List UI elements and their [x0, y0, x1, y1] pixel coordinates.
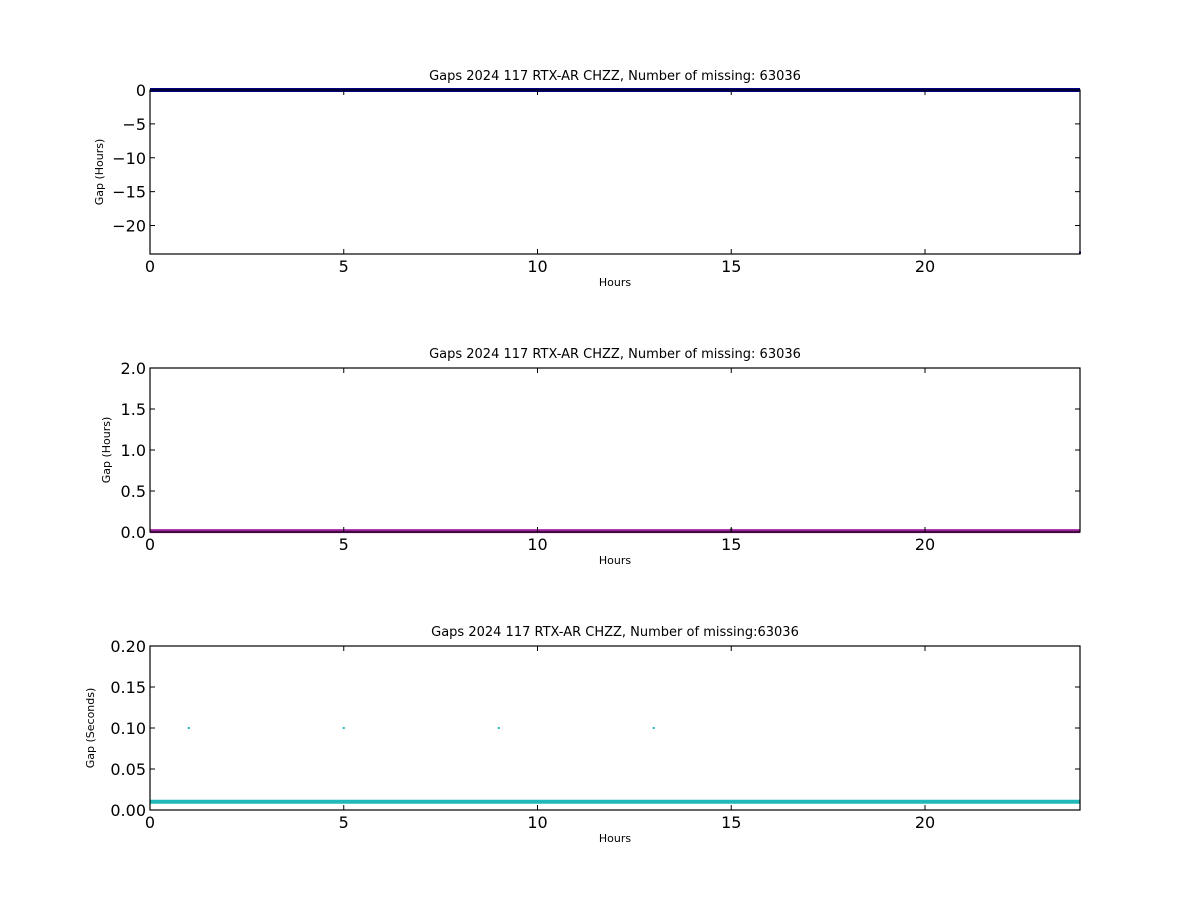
x-tick-label: 10 [527, 535, 547, 554]
panel-3: Gaps 2024 117 RTX-AR CHZZ, Number of mis… [84, 625, 1081, 845]
x-tick-label: 5 [339, 257, 349, 276]
panel-1-xlabel: Hours [599, 276, 631, 289]
plot-frame [149, 89, 1081, 255]
series-1-point [342, 727, 345, 729]
x-tick-label: 20 [915, 535, 935, 554]
y-tick-label: −15 [112, 183, 146, 202]
x-tick-label: 0 [145, 535, 155, 554]
y-tick-label: −10 [112, 149, 146, 168]
y-tick-label: −20 [112, 217, 146, 236]
y-tick-label: 0.5 [121, 482, 146, 501]
y-tick-label: 0.10 [110, 719, 146, 738]
panel-3-title: Gaps 2024 117 RTX-AR CHZZ, Number of mis… [431, 625, 799, 640]
x-tick-label: 5 [339, 813, 349, 832]
series-1-point [652, 727, 655, 729]
y-tick-label: 0.20 [110, 637, 146, 656]
y-tick-label: 0.15 [110, 678, 146, 697]
panel-3-ylabel: Gap (Seconds) [84, 688, 97, 769]
y-tick-label: 0.0 [121, 523, 146, 542]
panel-2-plot: 0 5 10 15 20 0.0 0.5 1.0 1.5 2.0 [121, 359, 1081, 554]
y-tick-label: 0.00 [110, 801, 146, 820]
panel-1-plot: 0 5 10 15 20 0 −5 −10 −15 −20 [112, 81, 1081, 276]
y-tick-label: 0 [136, 81, 146, 100]
x-tick-label: 0 [145, 257, 155, 276]
panel-3-xlabel: Hours [599, 832, 631, 845]
panel-1: Gaps 2024 117 RTX-AR CHZZ, Number of mis… [93, 69, 1081, 289]
x-tick-label: 0 [145, 813, 155, 832]
y-tick-label: −5 [122, 115, 146, 134]
y-tick-label: 1.0 [121, 441, 146, 460]
x-tick-label: 15 [721, 535, 741, 554]
panel-1-title: Gaps 2024 117 RTX-AR CHZZ, Number of mis… [429, 69, 801, 84]
panel-1-ylabel: Gap (Hours) [93, 139, 106, 206]
y-tick-label: 1.5 [121, 400, 146, 419]
panel-2-ylabel: Gap (Hours) [100, 417, 113, 484]
panel-2-xlabel: Hours [599, 554, 631, 567]
panel-2-title: Gaps 2024 117 RTX-AR CHZZ, Number of mis… [429, 347, 801, 362]
x-tick-label: 20 [915, 257, 935, 276]
x-tick-label: 10 [527, 257, 547, 276]
x-tick-label: 15 [721, 813, 741, 832]
x-tick-label: 20 [915, 813, 935, 832]
y-tick-label: 0.05 [110, 760, 146, 779]
x-tick-label: 5 [339, 535, 349, 554]
series-1-point [497, 727, 500, 729]
panel-3-plot: 0 5 10 15 20 0.00 0.05 0.10 0.15 0.20 [110, 637, 1081, 832]
series-1-point [187, 727, 190, 729]
x-tick-label: 10 [527, 813, 547, 832]
x-tick-label: 15 [721, 257, 741, 276]
panel-2: Gaps 2024 117 RTX-AR CHZZ, Number of mis… [100, 347, 1081, 567]
y-tick-label: 2.0 [121, 359, 146, 378]
